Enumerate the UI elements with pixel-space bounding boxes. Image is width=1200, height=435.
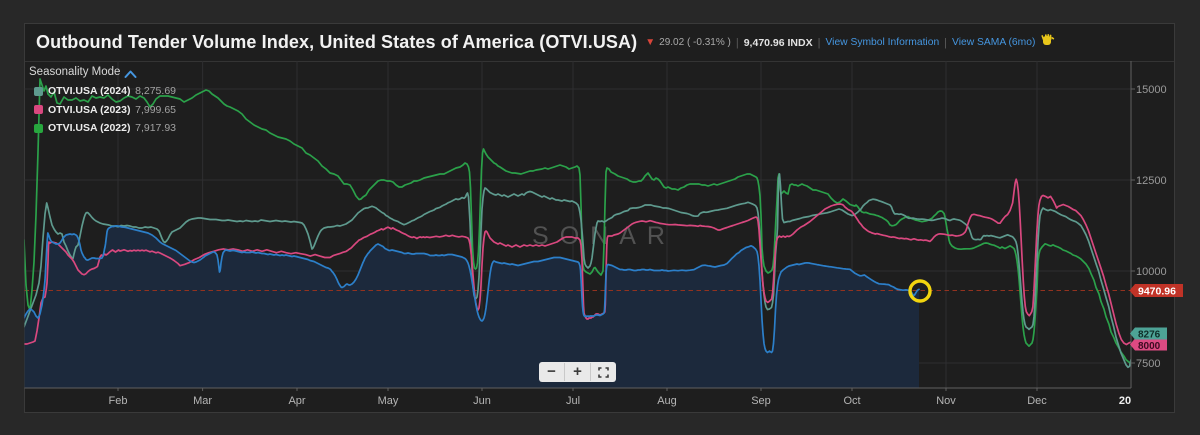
svg-text:8000: 8000 (1138, 341, 1161, 352)
svg-text:12500: 12500 (1136, 175, 1167, 187)
svg-text:Dec: Dec (1027, 395, 1047, 407)
svg-text:7500: 7500 (1136, 358, 1160, 370)
svg-text:8276: 8276 (1138, 330, 1161, 341)
svg-text:Sep: Sep (751, 395, 771, 407)
svg-text:Mar: Mar (193, 395, 212, 407)
svg-text:10000: 10000 (1136, 266, 1167, 278)
svg-text:SONAR: SONAR (532, 222, 676, 250)
svg-text:Jun: Jun (473, 395, 491, 407)
svg-text:Jul: Jul (566, 395, 580, 407)
svg-text:20: 20 (1119, 395, 1131, 407)
svg-text:15000: 15000 (1136, 84, 1167, 96)
svg-text:9470.96: 9470.96 (1138, 286, 1176, 298)
svg-text:May: May (378, 395, 399, 407)
svg-text:Apr: Apr (288, 395, 305, 407)
svg-text:Aug: Aug (657, 395, 677, 407)
svg-text:Nov: Nov (936, 395, 956, 407)
svg-text:Feb: Feb (109, 395, 128, 407)
svg-text:Oct: Oct (843, 395, 860, 407)
